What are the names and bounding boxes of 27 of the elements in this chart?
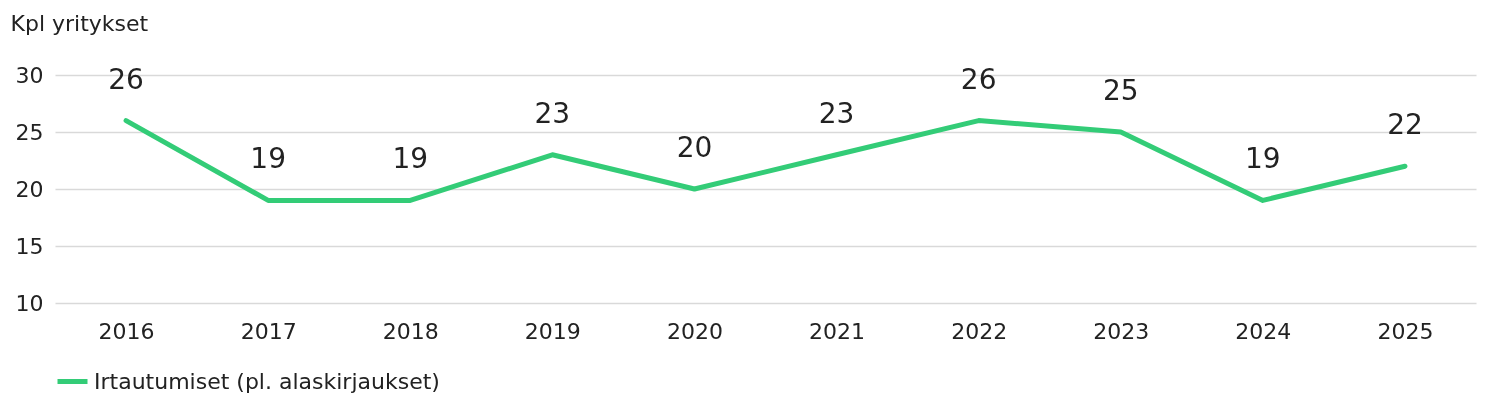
data-label: 26 [108,62,144,96]
data-label: 25 [1102,74,1139,107]
x-tick-label: 2021 [809,318,866,344]
legend-label: Irtautumiset (pl. alaskirjaukset) [94,368,440,394]
x-tick-label: 2016 [98,318,155,344]
data-label: 19 [1245,142,1281,176]
x-tick-label: 2020 [666,318,723,344]
x-tick-label: 2017 [240,318,297,344]
data-label: 26 [960,62,997,96]
x-tick-label: 2018 [382,318,439,344]
y-tick-label: 10 [15,290,44,316]
y-tick-label: 15 [15,233,44,259]
x-tick-label: 2024 [1235,318,1292,344]
data-label: 20 [676,131,713,164]
y-tick-label: 20 [15,176,44,202]
y-tick-label: 30 [15,62,44,88]
data-label: 22 [1387,108,1423,142]
data-label: 19 [392,142,429,176]
x-tick-label: 2023 [1093,318,1150,344]
x-tick-label: 2022 [951,318,1008,344]
x-tick-label: 2025 [1377,318,1434,344]
y-axis-title: Kpl yritykset [10,10,149,36]
data-label: 23 [818,96,855,130]
x-tick-label: 2019 [524,318,581,344]
data-label: 19 [250,142,286,176]
y-tick-label: 25 [15,119,44,145]
data-label: 23 [534,96,571,130]
